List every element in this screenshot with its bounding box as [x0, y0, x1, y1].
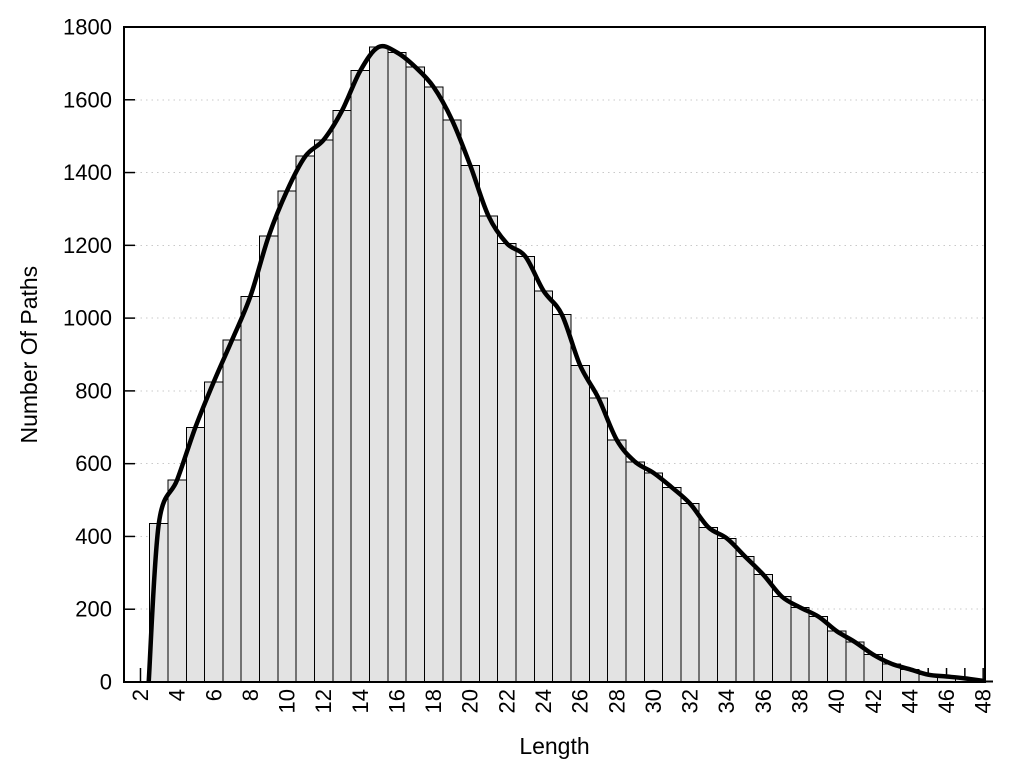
- bar: [515, 255, 535, 683]
- bar: [387, 51, 407, 683]
- bar: [185, 426, 206, 683]
- bar: [204, 381, 224, 683]
- x-tick-label: 40: [824, 689, 849, 713]
- x-tick-label: 4: [165, 689, 190, 701]
- bar: [588, 397, 609, 683]
- bar: [753, 574, 773, 683]
- x-tick-label: 18: [421, 689, 446, 713]
- x-axis-title: Length: [519, 733, 590, 759]
- bar: [790, 606, 810, 683]
- y-tick-label: 1200: [63, 233, 112, 258]
- bar: [570, 364, 590, 683]
- bar: [808, 616, 828, 683]
- x-tick-label: 20: [458, 689, 483, 713]
- x-tick-label: 36: [751, 689, 776, 713]
- y-tick-label: 200: [75, 597, 112, 622]
- bar: [735, 555, 755, 683]
- x-tick-label: 12: [311, 689, 336, 713]
- bar: [625, 461, 645, 683]
- histogram-bars: [149, 46, 993, 683]
- bar: [405, 66, 425, 683]
- bar: [533, 290, 554, 683]
- bar: [698, 526, 719, 683]
- y-tick-labels: 0 200 400 600 800 1000 1200 1400 1600 1800: [63, 15, 112, 695]
- x-tick-label: 26: [568, 689, 593, 713]
- bar: [295, 155, 316, 683]
- bar: [368, 46, 389, 683]
- x-tick-labels: 2 4 6 8 10 12 14 16 18 20 22 24 26 28 30 32 34 36 38 40 42 44…: [128, 689, 996, 713]
- x-tick-label: 34: [714, 689, 739, 713]
- bar: [662, 486, 682, 683]
- bar: [460, 164, 480, 683]
- x-tick-label: 28: [604, 689, 629, 713]
- bar: [240, 295, 261, 683]
- y-tick-label: 0: [100, 670, 112, 695]
- y-axis-title: Number Of Paths: [16, 265, 42, 444]
- y-tick-label: 1000: [63, 306, 112, 331]
- bar: [222, 339, 242, 683]
- plot-border: [123, 26, 986, 683]
- y-tick-label: 1600: [63, 87, 112, 112]
- bar: [826, 630, 847, 683]
- y-tick-label: 400: [75, 524, 112, 549]
- bar: [497, 243, 517, 683]
- bar: [607, 439, 627, 683]
- x-tick-label: 24: [531, 689, 556, 713]
- bar: [771, 595, 792, 683]
- y-tick-label: 800: [75, 378, 112, 403]
- bar: [643, 472, 664, 683]
- x-tick-label: 48: [971, 689, 996, 713]
- density-curve: [146, 43, 985, 682]
- bar: [332, 110, 352, 683]
- bar: [552, 313, 572, 683]
- x-tick-label: 46: [934, 689, 959, 713]
- x-tick-label: 38: [787, 689, 812, 713]
- x-tick-label: 10: [275, 689, 300, 713]
- x-tick-label: 42: [861, 689, 886, 713]
- bar: [478, 215, 499, 683]
- bar: [350, 70, 370, 683]
- bar: [680, 503, 700, 683]
- bar: [442, 119, 462, 683]
- x-tick-label: 16: [384, 689, 409, 713]
- x-tick-label: 30: [641, 689, 666, 713]
- x-tick-label: 8: [238, 689, 263, 701]
- x-tick-label: 32: [678, 689, 703, 713]
- bar: [423, 86, 444, 683]
- bar: [277, 190, 297, 683]
- x-tick-label: 6: [201, 689, 226, 701]
- bar: [717, 537, 737, 683]
- x-tick-label: 44: [897, 689, 922, 713]
- bar: [167, 479, 187, 683]
- y-tick-label: 1400: [63, 160, 112, 185]
- x-tick-label: 2: [128, 689, 153, 701]
- y-tick-label: 1800: [63, 15, 112, 40]
- x-tick-label: 14: [348, 689, 373, 713]
- y-tick-label: 600: [75, 451, 112, 476]
- bar: [314, 139, 334, 683]
- bar: [259, 235, 279, 683]
- x-tick-label: 22: [494, 689, 519, 713]
